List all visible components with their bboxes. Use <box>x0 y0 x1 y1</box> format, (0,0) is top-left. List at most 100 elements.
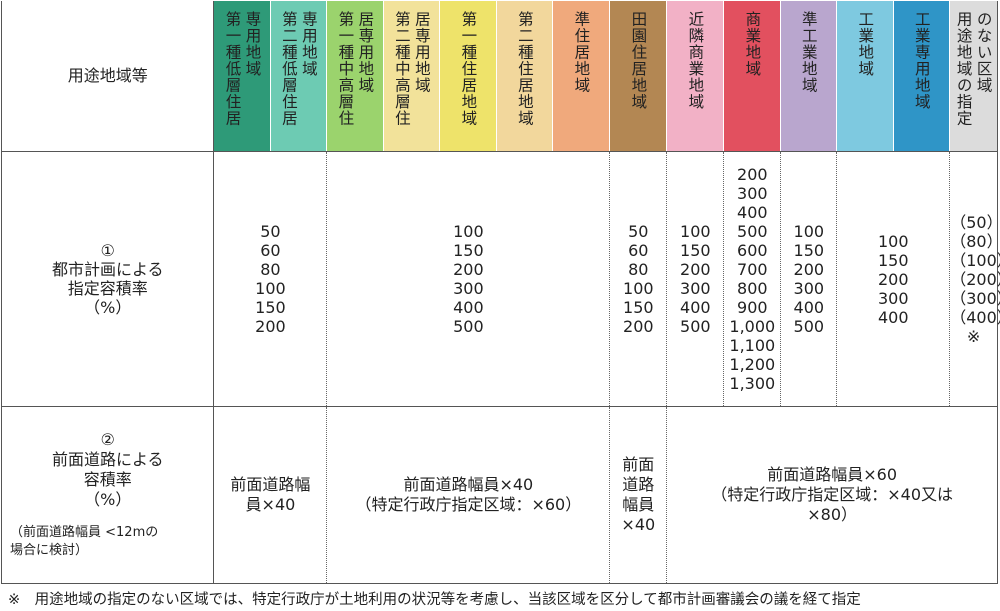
value-line: （300） <box>950 288 1000 308</box>
value-line: 1,100 <box>729 336 776 355</box>
road-ratio-other: 前面道路幅員×60 （特定行政庁指定区域：×40又は ×80） <box>666 406 998 584</box>
label-text-2: 容積率 <box>83 470 132 489</box>
value-line: 80 <box>628 260 649 279</box>
zone-name-text: 田園住居地域 <box>629 11 648 110</box>
value-line: 200 <box>680 260 711 279</box>
value-line: 50 <box>260 222 281 241</box>
designated-ratio-row: ① 都市計画による 指定容積率 （%） 50 60 80 100 150 200 100 1… <box>0 151 1000 407</box>
value-line: 150 <box>877 250 909 270</box>
zone-name-text: 準工業地域 <box>799 11 818 94</box>
value-line: 400 <box>793 298 825 317</box>
value-line: 400 <box>737 203 768 222</box>
zone-name-text: 近隣商業地域 <box>686 11 705 110</box>
zone-name-text: 第二種住居地域 <box>515 11 534 127</box>
value-line: 900 <box>737 298 768 317</box>
value-line: 300 <box>680 279 711 298</box>
value-line: 300 <box>877 288 909 308</box>
zone-name-text: 専用地域 <box>299 11 318 77</box>
value-line: 300 <box>793 279 825 298</box>
value-line: 150 <box>255 298 286 317</box>
ratio-group-industrial: 100 150 200 300 400 <box>836 151 950 407</box>
zone-header-9: 近隣商業地域 <box>666 1 725 152</box>
value-line: ※ <box>966 326 981 346</box>
zone-header-12: 工業地域 <box>836 1 895 152</box>
zone-name-text: 居専用地域 <box>412 11 431 94</box>
zone-name-text: 専用地域 <box>243 11 262 77</box>
value-line: 100 <box>680 222 711 241</box>
zone-header-8: 田園住居地域 <box>609 1 668 152</box>
zone-header-6: 第二種住居地域 <box>496 1 554 152</box>
label-unit: （%） <box>84 490 132 509</box>
value-line: 200 <box>793 260 825 279</box>
road-ratio-row: ② 前面道路による 容積率 （%） （前面道路幅員 <12mの 場合に検討） 前面… <box>0 406 998 584</box>
value-line: 100 <box>623 279 654 298</box>
value-line: 700 <box>737 260 768 279</box>
zone-header-10: 商業地域 <box>723 1 782 152</box>
road-ratio-rural: 前面 道路 幅員 ×40 <box>609 406 667 584</box>
footnote: ※ 用途地域の指定のない区域では、特定行政庁が土地利用の状況等を考慮し、当該区域… <box>8 592 861 608</box>
zone-name-text: 第二種低層住居 <box>279 11 298 127</box>
value-line: 幅員 <box>622 495 655 514</box>
zone-header-11: 準工業地域 <box>780 1 838 152</box>
zone-header-13: 工業専用地域 <box>893 1 951 152</box>
ratio-group-mid-rise: 100 150 200 300 400 500 <box>326 151 610 407</box>
zone-header-3: 第一種中高層住 居専用地域 <box>326 1 385 152</box>
value-line: 500 <box>680 317 711 336</box>
value-line: 200 <box>453 260 484 279</box>
value-line: 800 <box>737 279 768 298</box>
value-line: 80 <box>260 260 281 279</box>
zone-header-2: 第二種低層住居 専用地域 <box>270 1 328 152</box>
zone-header-14: 用途地域の指定 のない区域 <box>949 1 998 152</box>
value-line: 500 <box>453 317 484 336</box>
zone-name-text: のない区域 <box>974 11 993 94</box>
zone-header-label: 用途地域等 <box>0 1 215 152</box>
zone-name-text: 工業地域 <box>856 11 875 77</box>
zone-header-5: 第一種住居地域 <box>439 1 498 152</box>
value-line: （50） <box>950 212 1000 232</box>
zone-name-text: 居専用地域 <box>356 11 375 94</box>
value-line: 100 <box>255 279 286 298</box>
label-text-1: 前面道路による <box>51 450 164 469</box>
ratio-group-neighborhood-commercial: 100 150 200 300 400 500 <box>666 151 724 407</box>
ratio-group-commercial: 200 300 400 500 600 700 800 900 1,000 1,100 1,200 1… <box>723 151 781 407</box>
label-number: ② <box>100 430 115 449</box>
zone-name-text: 工業専用地域 <box>912 11 931 110</box>
zone-header-1: 第一種低層住居 専用地域 <box>213 1 272 152</box>
road-ratio-residential: 前面道路幅員×40 （特定行政庁指定区域：×60） <box>326 406 610 584</box>
value-line: 400 <box>453 298 484 317</box>
value-line: （400） <box>950 307 1000 327</box>
designated-ratio-label: ① 都市計画による 指定容積率 （%） <box>0 151 215 407</box>
value-line: 100 <box>877 231 909 251</box>
value-line: 1,300 <box>729 374 776 393</box>
value-line: 200 <box>623 317 654 336</box>
zone-name-text: 用途地域の指定 <box>954 11 973 127</box>
value-line: （100） <box>950 250 1000 270</box>
label-number: ① <box>100 241 115 260</box>
ratio-group-low-rise: 50 60 80 100 150 200 <box>213 151 327 407</box>
zone-name-text: 第一種中高層住 <box>336 11 355 127</box>
value-line: 100 <box>453 222 484 241</box>
value-line: 150 <box>680 241 711 260</box>
value-line: 500 <box>793 317 825 336</box>
value-line: 200 <box>737 165 768 184</box>
value-line: 150 <box>793 241 825 260</box>
label-unit: （%） <box>84 298 132 317</box>
label-text-2: 指定容積率 <box>67 279 148 298</box>
value-line: 500 <box>737 222 768 241</box>
label-condition: （前面道路幅員 <12mの 場合に検討） <box>10 525 159 558</box>
value-line: 前面 <box>622 455 655 474</box>
value-line: 60 <box>260 241 281 260</box>
zone-name-text: 第一種低層住居 <box>223 11 242 127</box>
value-line: （80） <box>950 231 1000 251</box>
zone-header-4: 第二種中高層住 居専用地域 <box>383 1 441 152</box>
value-line: 400 <box>877 307 909 327</box>
value-line: 150 <box>623 298 654 317</box>
zone-name-text: 準住居地域 <box>572 11 591 94</box>
value-line: 道路 <box>622 475 655 494</box>
value-line: （200） <box>950 269 1000 289</box>
label-text-1: 都市計画による <box>51 260 164 279</box>
value-line: 300 <box>453 279 484 298</box>
value-line: 200 <box>255 317 286 336</box>
zone-header-7: 準住居地域 <box>552 1 611 152</box>
